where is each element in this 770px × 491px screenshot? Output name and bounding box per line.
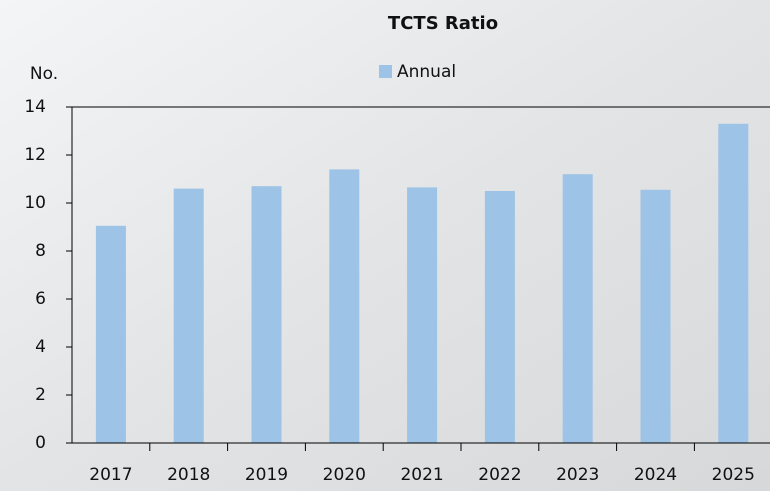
- x-tick-label: 2022: [478, 465, 521, 485]
- bar: [95, 225, 126, 443]
- legend-label: Annual: [397, 62, 456, 82]
- y-tick-label: 14: [24, 97, 46, 117]
- x-tick-label: 2023: [556, 465, 599, 485]
- y-axis-label: No.: [30, 64, 58, 84]
- y-tick-label: 10: [24, 193, 46, 213]
- x-tick-label: 2024: [634, 465, 677, 485]
- x-tick-label: 2018: [167, 465, 210, 485]
- bar: [173, 188, 204, 443]
- x-tick-label: 2019: [245, 465, 288, 485]
- x-tick-label: 2021: [400, 465, 443, 485]
- bar: [251, 186, 282, 443]
- legend-swatch: [379, 65, 392, 78]
- x-tick-label: 2025: [712, 465, 755, 485]
- x-tick-label: 2020: [323, 465, 366, 485]
- y-tick-label: 0: [35, 433, 46, 453]
- x-tick-label: 2017: [89, 465, 132, 485]
- y-tick-label: 2: [35, 385, 46, 405]
- bar: [484, 191, 515, 443]
- y-tick-label: 12: [24, 145, 46, 165]
- bar: [718, 123, 749, 444]
- bar: [640, 189, 671, 443]
- chart-title: TCTS Ratio: [388, 13, 498, 34]
- bar: [562, 174, 593, 443]
- y-tick-label: 8: [35, 241, 46, 261]
- y-tick-label: 4: [35, 337, 46, 357]
- y-tick-label: 6: [35, 289, 46, 309]
- bar: [329, 169, 360, 443]
- bar: [407, 187, 438, 443]
